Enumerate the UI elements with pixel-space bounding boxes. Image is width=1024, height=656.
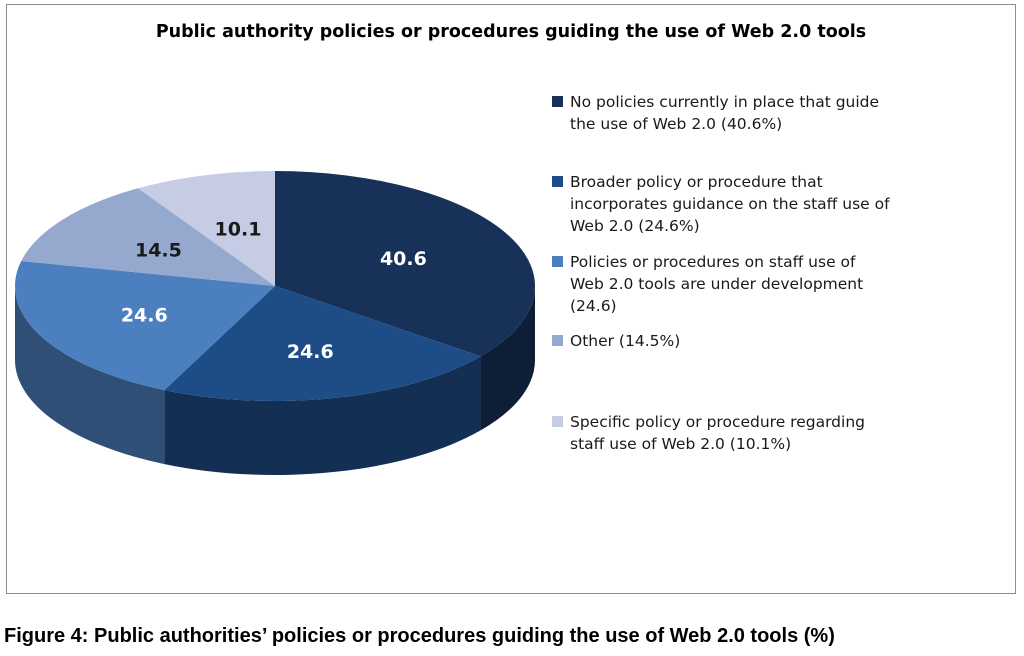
pie-side-0: [480, 286, 535, 431]
pie-top: [15, 171, 535, 401]
pie-slice-2: [15, 260, 276, 391]
pie-slice-1: [164, 286, 481, 401]
legend-label-1: Broader policy or procedure that incorpo…: [570, 173, 890, 235]
legend-item-0: No policies currently in place that guid…: [552, 91, 890, 135]
legend-label-0: No policies currently in place that guid…: [570, 93, 880, 133]
data-label-3: 14.5: [135, 239, 182, 261]
legend-swatch-0: [552, 96, 563, 107]
chart-frame: Public authority policies or procedures …: [6, 4, 1016, 594]
legend-item-3: Other (14.5%): [552, 330, 890, 352]
pie-chart: 40.6 24.6 24.6 14.5 10.1: [15, 171, 535, 475]
data-label-1: 24.6: [287, 341, 334, 363]
pie-slice-3: [21, 188, 275, 286]
legend-swatch-2: [552, 256, 563, 267]
legend-label-3: Other (14.5%): [570, 332, 681, 350]
legend-item-1: Broader policy or procedure that incorpo…: [552, 171, 890, 237]
legend-item-4: Specific policy or procedure regarding s…: [552, 411, 890, 455]
legend-label-4: Specific policy or procedure regarding s…: [570, 413, 865, 453]
pie-sides: [15, 286, 535, 475]
chart-title: Public authority policies or procedures …: [155, 22, 867, 42]
pie-side-2: [15, 286, 165, 465]
data-label-0: 40.6: [380, 248, 427, 270]
pie-slice-4: [138, 171, 275, 286]
legend-swatch-1: [552, 176, 563, 187]
pie-slice-0: [275, 171, 535, 357]
data-label-2: 24.6: [121, 304, 168, 326]
pie-side-1: [164, 356, 481, 475]
legend-label-2: Policies or procedures on staff use of W…: [570, 253, 864, 315]
data-label-4: 10.1: [215, 218, 262, 240]
legend-swatch-4: [552, 416, 563, 427]
figure-caption: Figure 4: Public authorities’ policies o…: [4, 625, 835, 647]
legend-item-2: Policies or procedures on staff use of W…: [552, 251, 890, 317]
legend-swatch-3: [552, 335, 563, 346]
